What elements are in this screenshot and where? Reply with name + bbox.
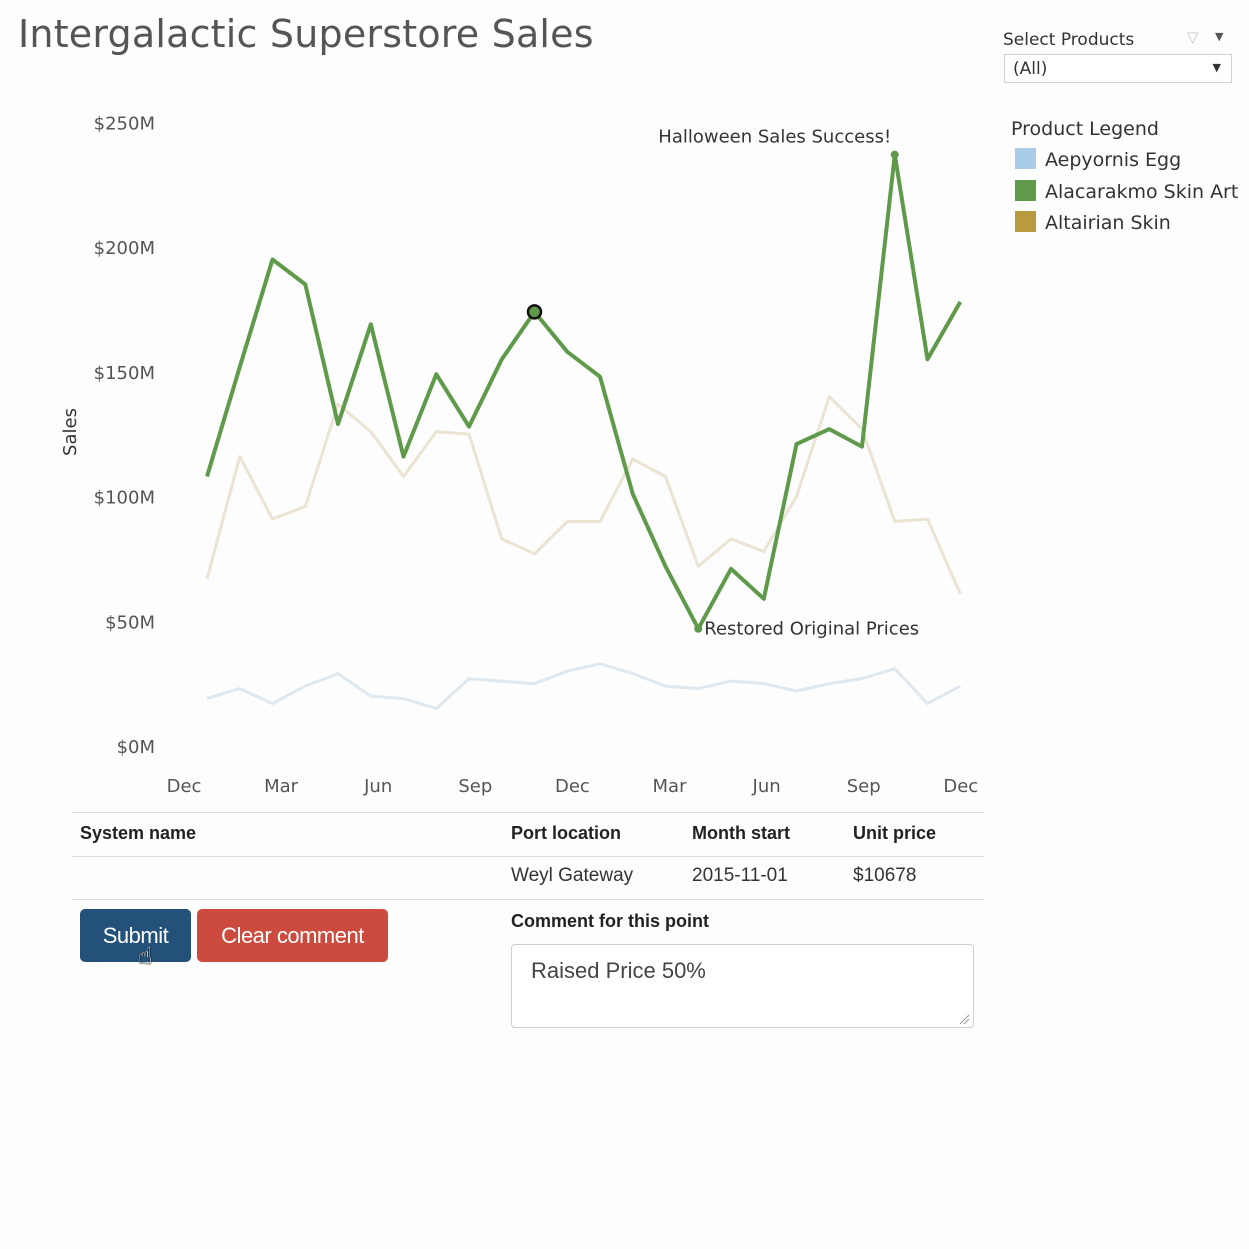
x-tick-label: Dec: [943, 776, 978, 797]
col-header-unit-price: Unit price: [853, 823, 937, 843]
comment-label: Comment for this point: [511, 911, 709, 931]
filter-selected-value: (All): [1013, 59, 1048, 79]
y-tick-label: $0M: [117, 737, 155, 758]
annotation-label: Halloween Sales Success!: [658, 127, 891, 148]
y-tick-label: $200M: [94, 238, 155, 259]
annotation-point: [694, 624, 703, 633]
y-tick-label: $250M: [94, 113, 155, 134]
annotation-point: [890, 150, 899, 159]
funnel-icon[interactable]: ▽: [1187, 28, 1199, 46]
legend-title: Product Legend: [1011, 118, 1159, 140]
y-tick-label: $100M: [94, 488, 155, 509]
annotation-label: Restored Original Prices: [704, 619, 919, 640]
x-tick-label: Sep: [847, 776, 881, 797]
x-tick-label: Sep: [458, 776, 492, 797]
legend-item-aepyornis-egg[interactable]: Aepyornis Egg: [1015, 148, 1182, 171]
series-line-alacarakmo-skin-art: [205, 152, 963, 631]
legend-label: Altairian Skin: [1045, 212, 1171, 234]
selected-data-point: [526, 304, 543, 320]
y-tick-label: $150M: [94, 363, 155, 384]
filter-label: Select Products: [1003, 30, 1135, 50]
clear-comment-button[interactable]: Clear comment: [197, 909, 388, 962]
cell-port-location: Weyl Gateway: [511, 865, 634, 886]
legend-item-altairian-skin[interactable]: Altairian Skin: [1015, 211, 1171, 234]
hand-cursor-icon: ☝: [138, 942, 153, 970]
submit-button[interactable]: Submit: [80, 909, 191, 962]
y-tick-label: $50M: [105, 612, 155, 633]
x-tick-label: Mar: [264, 776, 299, 797]
col-header-port-location: Port location: [511, 823, 622, 843]
table-header-rule: [72, 856, 984, 857]
legend-label: Aepyornis Egg: [1045, 149, 1182, 171]
legend-swatch: [1015, 148, 1036, 169]
comment-textarea[interactable]: [511, 944, 974, 1028]
legend-label: Alacarakmo Skin Art: [1045, 181, 1239, 203]
series-line-aepyornis-egg: [206, 662, 962, 711]
caret-down-icon[interactable]: ▼: [1215, 30, 1224, 43]
y-axis-label: Sales: [60, 408, 81, 456]
col-header-system-name: System name: [80, 823, 197, 843]
cell-month-start: 2015-11-01: [692, 865, 788, 886]
sales-line-chart[interactable]: $0M $50M $100M $150M $200M $250M Sales Dec Mar Ju…: [0, 0, 1010, 810]
legend-item-alacarakmo-skin-art[interactable]: Alacarakmo Skin Art: [1015, 180, 1239, 203]
resize-grip-icon[interactable]: [958, 1013, 970, 1025]
legend-swatch: [1015, 180, 1036, 201]
legend-swatch: [1015, 211, 1036, 232]
dashboard-title: Intergalactic Superstore Sales: [18, 12, 594, 56]
series-line-altairian-skin: [205, 395, 962, 595]
col-header-month-start: Month start: [692, 823, 790, 843]
table-top-rule: [72, 812, 984, 813]
x-tick-label: Jun: [363, 776, 392, 797]
x-tick-label: Jun: [752, 776, 781, 797]
x-tick-label: Dec: [167, 776, 202, 797]
table-bottom-rule: [72, 899, 984, 900]
cell-unit-price: $10678: [853, 865, 917, 886]
x-tick-label: Dec: [555, 776, 590, 797]
x-tick-label: Mar: [653, 776, 688, 797]
chevron-down-icon: ▼: [1212, 61, 1221, 74]
product-filter-select[interactable]: (All) ▼: [1004, 54, 1232, 83]
